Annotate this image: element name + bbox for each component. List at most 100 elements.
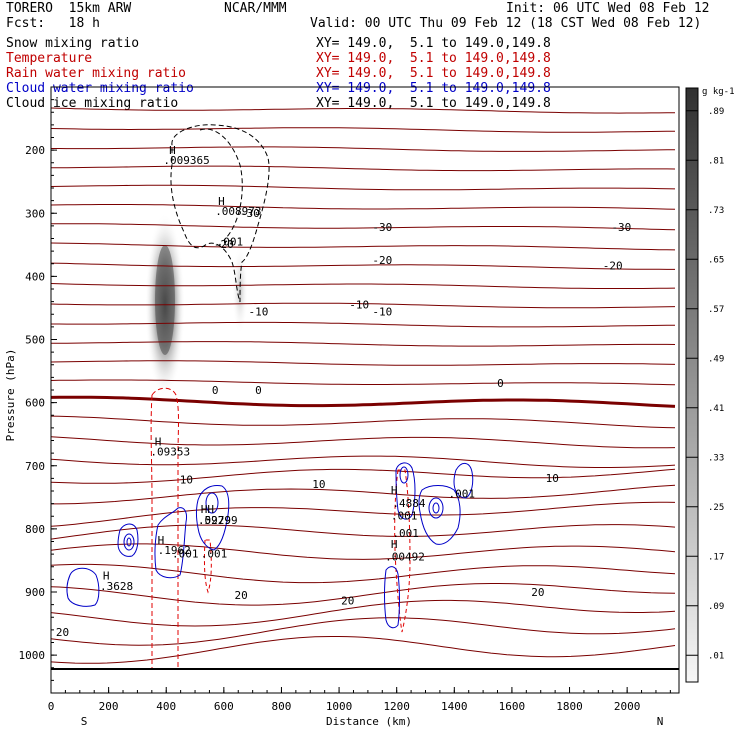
temperature-label: -20: [214, 238, 234, 251]
colorbar-label: .33: [708, 453, 724, 463]
colorbar: [685, 87, 699, 683]
temperature-isotherms: [50, 107, 676, 664]
cloud-ice-contour: [199, 128, 243, 241]
cloud-water-contour: [418, 485, 461, 545]
cloud-water-contour: [384, 566, 400, 629]
cloud-water-contour: [395, 462, 416, 520]
cloud-water-contour: [428, 497, 444, 519]
contour-max-label: .3628: [100, 580, 133, 593]
contour-max-label: .001: [449, 487, 476, 500]
field-xy-cloud-water: XY= 149.0, 5.1 to 149.0,149.8: [316, 81, 551, 96]
temperature-isotherm: [50, 524, 676, 540]
y-axis: 200 300 400 500 600 700 800 900 1000: [19, 99, 57, 681]
x-endpoint-north: N: [657, 715, 664, 728]
cloud-water-contour: [399, 466, 409, 484]
temperature-isotherm: [50, 204, 676, 210]
temperature-isotherm: [50, 127, 676, 133]
temperature-isotherm: [50, 283, 676, 289]
temperature-label: -30: [611, 221, 631, 234]
x-tick-label: 1800: [556, 700, 583, 713]
temperature-label: -30: [372, 221, 392, 234]
temperature-label: 20: [341, 595, 354, 608]
cloud-water-contour: [453, 463, 474, 499]
x-tick-label: 1200: [383, 700, 410, 713]
contour-max-label: HH: [201, 503, 214, 516]
snow-shading-core: [155, 245, 175, 355]
colorbar-units: g kg-1: [702, 87, 735, 97]
cloud-water-contour: [123, 533, 135, 551]
plot-frame: [50, 86, 680, 694]
forecast-hour: Fcst: 18 h: [6, 16, 100, 31]
temperature-isotherm: [50, 341, 676, 347]
temperature-isotherm: [50, 543, 676, 560]
cloud-water-contour: [126, 537, 132, 547]
temperature-isotherm: [50, 379, 676, 386]
temperature-label: -10: [248, 306, 268, 319]
temperature-isotherm: [51, 146, 675, 152]
temperature-isotherm: [50, 415, 676, 429]
model-title: TORERO 15km ARW: [6, 1, 132, 16]
temperature-isotherm: [51, 484, 676, 505]
y-tick-label: 500: [25, 334, 45, 347]
contour-max-label: .001: [217, 235, 244, 248]
field-name-cloud-ice: Cloud ice mixing ratio: [6, 96, 179, 111]
field-name-rain: Rain water mixing ratio: [6, 66, 187, 81]
init-time: Init: 06 UTC Wed 08 Feb 12: [506, 1, 710, 16]
contour-max-label: .4884: [392, 497, 425, 510]
colorbar-label: .49: [708, 354, 724, 364]
contour-max-label: .009365: [163, 154, 209, 167]
x-tick-label: 600: [214, 700, 234, 713]
temperature-label: 20: [235, 589, 248, 602]
y-tick-label: 700: [25, 460, 45, 473]
colorbar-label: .57: [708, 305, 724, 315]
x-axis: 0 200 400 600 800 1000 1200 1400 1600 1800 2000: [48, 687, 671, 713]
y-axis-label: Pressure (hPa): [4, 349, 17, 442]
temperature-label: 20: [56, 626, 69, 639]
y-tick-label: 800: [25, 523, 45, 536]
contour-max-label: H: [158, 534, 165, 547]
y-tick-label: 200: [25, 144, 45, 157]
temperature-isotherm: [50, 636, 676, 664]
temperature-label: -30: [240, 207, 260, 220]
cloud-water-contour: [432, 502, 440, 514]
field-xy-rain: XY= 149.0, 5.1 to 149.0,149.8: [316, 66, 551, 81]
colorbar-label: .25: [708, 503, 724, 513]
x-tick-label: 200: [99, 700, 119, 713]
cloud-ice-contour: [170, 124, 270, 303]
contour-max-label: H: [391, 484, 398, 497]
temperature-isotherm: [51, 165, 676, 172]
contour-max-label: H: [391, 538, 398, 551]
contour-max-label: .001: [392, 527, 419, 540]
contour-max-label: .001: [391, 509, 418, 522]
x-tick-label: 1000: [326, 700, 353, 713]
maxima-labels: H.009365H.008973.001H.09353HH.09299.001.…: [100, 144, 475, 593]
temperature-isotherm: [50, 617, 676, 646]
contour-max-label: .00492: [385, 550, 425, 563]
temperature-label: -20: [603, 259, 623, 272]
temperature-isotherm: [51, 321, 675, 328]
colorbar-label: .89: [708, 107, 724, 117]
colorbar-ticks: .01 .09 .17 .25 .33 .41 .49 .57 .65 .73 .81 .89: [686, 107, 724, 661]
contour-max-label: .09299: [198, 514, 238, 527]
x-axis-label: Distance (km): [326, 715, 412, 728]
y-tick-label: 600: [25, 397, 45, 410]
temperature-isotherm: [50, 468, 676, 484]
contour-max-label: .5279: [198, 514, 231, 527]
field-xy-temperature: XY= 149.0, 5.1 to 149.0,149.8: [316, 51, 551, 66]
temperature-label: 20: [531, 586, 544, 599]
cloud-water-contour: [154, 507, 187, 579]
temperature-isotherm: [50, 262, 675, 270]
contour-max-label: H: [218, 195, 225, 208]
temperature-isotherm: [50, 360, 676, 366]
contour-max-label: H: [155, 436, 162, 449]
temperature-label: -10: [372, 306, 392, 319]
colorbar-label: .41: [708, 404, 724, 414]
field-xy-cloud-ice: XY= 149.0, 5.1 to 149.0,149.8: [316, 96, 551, 111]
contour-max-label: .001: [201, 547, 228, 560]
colorbar-label: .81: [708, 156, 724, 166]
temperature-isotherm: [50, 563, 676, 584]
colorbar-label: .73: [708, 206, 724, 216]
field-name-temperature: Temperature: [6, 51, 93, 66]
valid-time: Valid: 00 UTC Thu 09 Feb 12 (18 CST Wed …: [310, 16, 702, 31]
